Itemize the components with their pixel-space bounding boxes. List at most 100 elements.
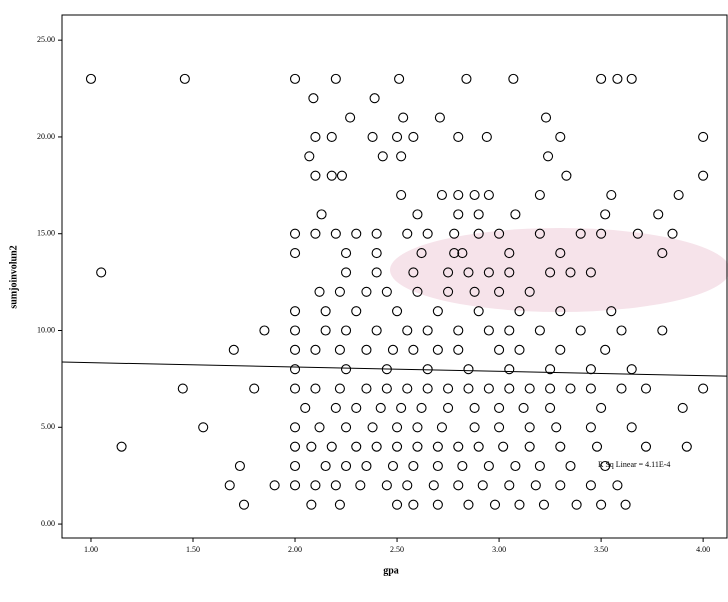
point (224, 480, 235, 491)
point (289, 441, 301, 452)
y-tick-label: 10.00 (37, 325, 55, 334)
point (402, 325, 413, 336)
point (361, 344, 372, 355)
point (408, 460, 419, 472)
point (453, 325, 464, 336)
point (434, 112, 445, 123)
point (85, 73, 97, 84)
point (677, 402, 688, 413)
point (351, 228, 362, 239)
point (504, 383, 515, 394)
x-tick-label: 2.00 (288, 545, 302, 554)
point (371, 267, 382, 278)
point (326, 170, 337, 181)
point (555, 248, 566, 259)
point (367, 422, 378, 433)
point (408, 267, 419, 278)
point (469, 402, 480, 413)
point (371, 228, 382, 239)
point (408, 131, 419, 142)
point (96, 267, 107, 278)
point (351, 306, 362, 317)
point (422, 228, 433, 239)
point (524, 422, 535, 433)
point (310, 131, 321, 142)
point (653, 209, 664, 220)
point (483, 325, 494, 336)
point (228, 344, 239, 355)
point (555, 131, 566, 142)
point (483, 267, 494, 278)
point (626, 422, 637, 433)
point (432, 344, 443, 355)
point (234, 460, 245, 472)
point (596, 228, 607, 239)
point (369, 93, 380, 104)
y-axis-title: sumjoinvolun2 (8, 245, 19, 308)
point (198, 422, 209, 433)
point (534, 189, 545, 201)
point (412, 209, 423, 220)
x-tick-label: 1.00 (84, 545, 98, 554)
point (698, 131, 709, 142)
point (249, 383, 260, 394)
point (534, 460, 545, 472)
point (306, 441, 317, 452)
y-tick-label: 25.00 (37, 35, 55, 44)
point (340, 364, 352, 375)
x-tick-label: 3.00 (492, 545, 506, 554)
point (375, 402, 386, 413)
point (555, 441, 566, 452)
point (412, 441, 423, 452)
point (540, 112, 552, 123)
point (392, 441, 403, 452)
point (392, 499, 403, 510)
point (494, 228, 505, 239)
point (600, 460, 611, 472)
point (534, 325, 545, 336)
point (565, 383, 576, 394)
point (402, 480, 413, 491)
point (269, 480, 280, 491)
x-tick-label: 3.50 (594, 545, 608, 554)
point (620, 499, 631, 510)
point (606, 306, 617, 317)
point (179, 73, 190, 84)
point (177, 383, 188, 394)
point (396, 151, 407, 162)
plot-frame (61, 14, 728, 539)
point (398, 112, 409, 123)
point (449, 228, 460, 239)
point (432, 306, 443, 317)
point (371, 248, 382, 259)
point (402, 228, 413, 239)
point (330, 73, 341, 84)
point (575, 325, 586, 336)
point (494, 286, 505, 297)
point (545, 402, 556, 413)
point (387, 460, 399, 472)
point (314, 422, 325, 433)
point (306, 499, 317, 510)
point (667, 228, 678, 239)
point (596, 402, 607, 413)
point (320, 325, 331, 336)
point (596, 499, 607, 510)
point (561, 170, 572, 181)
point (316, 209, 327, 220)
point (289, 344, 301, 355)
point (469, 422, 480, 433)
point (443, 286, 454, 297)
point (289, 460, 301, 472)
watermark (390, 228, 728, 312)
point (477, 480, 488, 491)
point (416, 402, 427, 413)
point (534, 228, 545, 239)
point (545, 364, 556, 375)
x-tick-label: 2.50 (390, 545, 404, 554)
point (565, 460, 576, 472)
point (457, 248, 468, 259)
point (289, 422, 301, 433)
point (436, 189, 447, 201)
point (489, 499, 501, 510)
